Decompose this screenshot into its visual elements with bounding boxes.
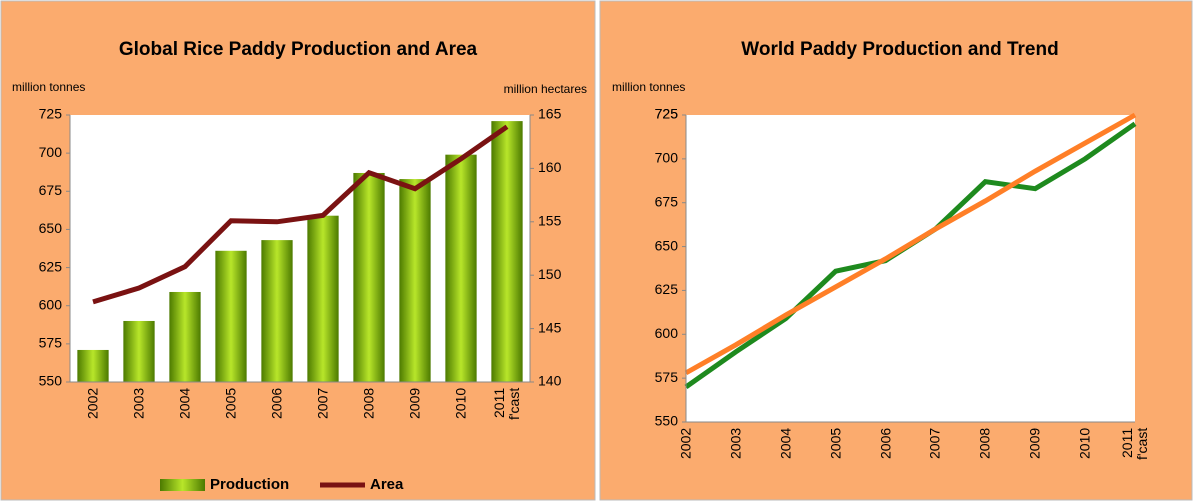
y-axis-label: million tonnes: [12, 80, 85, 94]
plot-area: [686, 115, 1135, 422]
x-tick-label: 2004: [176, 388, 193, 420]
y-tick-label: 725: [39, 106, 63, 122]
x-tick-label: 2003: [727, 428, 744, 460]
y2-axis-label: million hectares: [504, 82, 587, 96]
line: [92, 124, 509, 305]
legend-label: Production: [210, 476, 289, 493]
y2-tick-label: 155: [538, 213, 562, 229]
x-tick-label: 2003: [130, 388, 147, 420]
y2-tick-label: 145: [538, 319, 562, 335]
y-tick-label: 600: [39, 296, 63, 312]
y-tick-label: 675: [655, 193, 679, 209]
x-tick-label: 2002: [677, 428, 694, 460]
y-axis-label: million tonnes: [612, 80, 685, 94]
x-tick-label: 2009: [406, 388, 423, 420]
x-tick-label: 2004: [777, 428, 794, 460]
y-tick-label: 650: [655, 237, 679, 253]
x-tick-label: 2008: [976, 428, 993, 460]
bar: [77, 349, 109, 382]
x-tick-label: 2005: [827, 428, 844, 460]
y-tick-label: 700: [655, 150, 679, 166]
y-tick-label: 575: [655, 369, 679, 385]
y-tick-label: 600: [655, 325, 679, 341]
x-tick-label: 2007: [926, 428, 943, 460]
x-tick-label: 2005: [222, 388, 239, 420]
bar: [261, 240, 293, 382]
y-tick-label: 625: [655, 281, 679, 297]
chart-title: World Paddy Production and Trend: [741, 39, 1058, 60]
y2-tick-label: 150: [538, 266, 562, 282]
bar: [491, 121, 523, 383]
bar: [169, 291, 201, 382]
bar: [307, 215, 339, 382]
bar: [445, 154, 477, 382]
y2-tick-label: 140: [538, 373, 562, 389]
legend-label: Area: [370, 476, 404, 493]
y-tick-label: 675: [39, 182, 63, 198]
line: [684, 112, 1137, 376]
y2-tick-label: 165: [538, 106, 562, 122]
x-tick-label: 2009: [1026, 428, 1043, 460]
y-tick-label: 575: [39, 335, 63, 351]
x-tick-label: 2002: [84, 388, 101, 420]
legend-swatch: [160, 479, 205, 491]
x-tick-label: 2010: [1076, 428, 1093, 460]
y2-tick-label: 160: [538, 159, 562, 175]
bar: [123, 320, 155, 382]
y-tick-label: 625: [39, 258, 63, 274]
y-tick-label: 550: [655, 413, 679, 429]
x-tick-label: 2010: [452, 388, 469, 420]
bar: [215, 250, 247, 382]
chart-title: Global Rice Paddy Production and Area: [119, 39, 478, 60]
bar: [399, 179, 431, 382]
x-tick-label: 2011 f'cast: [491, 388, 522, 421]
y-tick-label: 700: [39, 144, 63, 160]
x-tick-label: 2011 f'cast: [1119, 428, 1150, 461]
y-tick-label: 550: [39, 373, 63, 389]
y-tick-label: 725: [655, 106, 679, 122]
y-tick-label: 650: [39, 220, 63, 236]
x-tick-label: 2007: [314, 388, 331, 420]
x-tick-label: 2008: [360, 388, 377, 420]
x-tick-label: 2006: [877, 428, 894, 460]
y-tick-label: 725: [655, 106, 679, 122]
x-tick-label: 2006: [268, 388, 285, 420]
bar: [353, 172, 385, 382]
